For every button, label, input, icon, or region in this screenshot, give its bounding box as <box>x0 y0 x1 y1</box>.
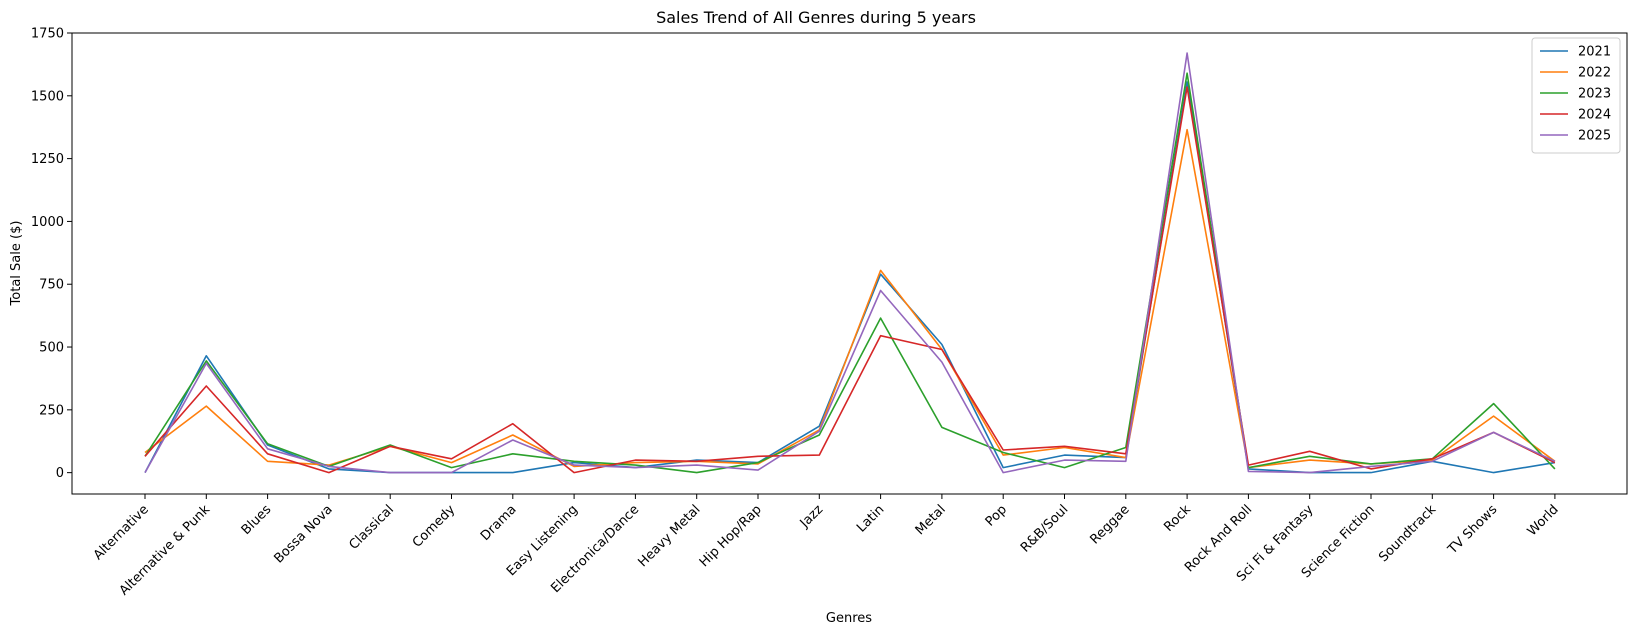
y-tick-label: 1250 <box>31 152 64 167</box>
y-axis-title: Total Sale ($) <box>9 221 24 307</box>
series-lines <box>144 52 1556 474</box>
y-tick-label: 0 <box>56 466 64 481</box>
x-axis-title: Genres <box>826 611 872 626</box>
x-tick-label: Soundtrack <box>1376 502 1439 565</box>
x-tick-label: Comedy <box>410 502 459 551</box>
series-line-2024 <box>144 86 1556 474</box>
legend-label: 2022 <box>1578 66 1611 81</box>
x-tick-label: Jazz <box>797 502 826 531</box>
x-tick-label: Drama <box>478 502 520 544</box>
series-line-2021 <box>144 81 1556 474</box>
x-tick-label: Alternative <box>91 502 152 563</box>
x-tick-label: Rock <box>1161 502 1194 535</box>
x-tick-label: World <box>1525 502 1562 539</box>
x-tick-label: Reggae <box>1087 502 1132 547</box>
legend-label: 2024 <box>1578 108 1611 123</box>
x-tick-label: Metal <box>913 502 949 538</box>
x-tick-label: Classical <box>346 502 397 553</box>
y-tick-label: 1000 <box>31 215 64 230</box>
x-tick-label: Blues <box>239 502 275 538</box>
series-line-2025 <box>144 52 1556 474</box>
x-tick-label: Heavy Metal <box>636 502 704 570</box>
y-axis: 0 250 500 750 1000 1250 1500 1750 <box>31 27 72 481</box>
y-tick-label: 1750 <box>31 27 64 42</box>
y-tick-label: 500 <box>39 341 64 356</box>
series-line-2022 <box>144 128 1556 469</box>
y-tick-label: 1500 <box>31 89 64 104</box>
x-tick-label: Bossa Nova <box>271 502 335 566</box>
y-tick-label: 750 <box>39 278 64 293</box>
legend-box <box>1531 37 1621 154</box>
plot-frame <box>71 32 1628 495</box>
legend-label: 2025 <box>1578 129 1611 144</box>
x-tick-label: Pop <box>983 502 1010 529</box>
legend-label: 2021 <box>1578 45 1611 60</box>
x-tick-label: Latin <box>854 502 887 535</box>
x-tick-label: R&B/Soul <box>1018 502 1071 555</box>
x-tick-label: TV Shows <box>1445 502 1501 558</box>
chart-title: Sales Trend of All Genres during 5 years <box>656 8 976 27</box>
x-tick-label: Hip Hop/Rap <box>697 502 765 570</box>
legend-label: 2023 <box>1578 87 1611 102</box>
series-line-2023 <box>144 72 1556 474</box>
legend: 2021 2022 2023 2024 2025 <box>1531 37 1621 154</box>
y-tick-label: 250 <box>39 403 64 418</box>
